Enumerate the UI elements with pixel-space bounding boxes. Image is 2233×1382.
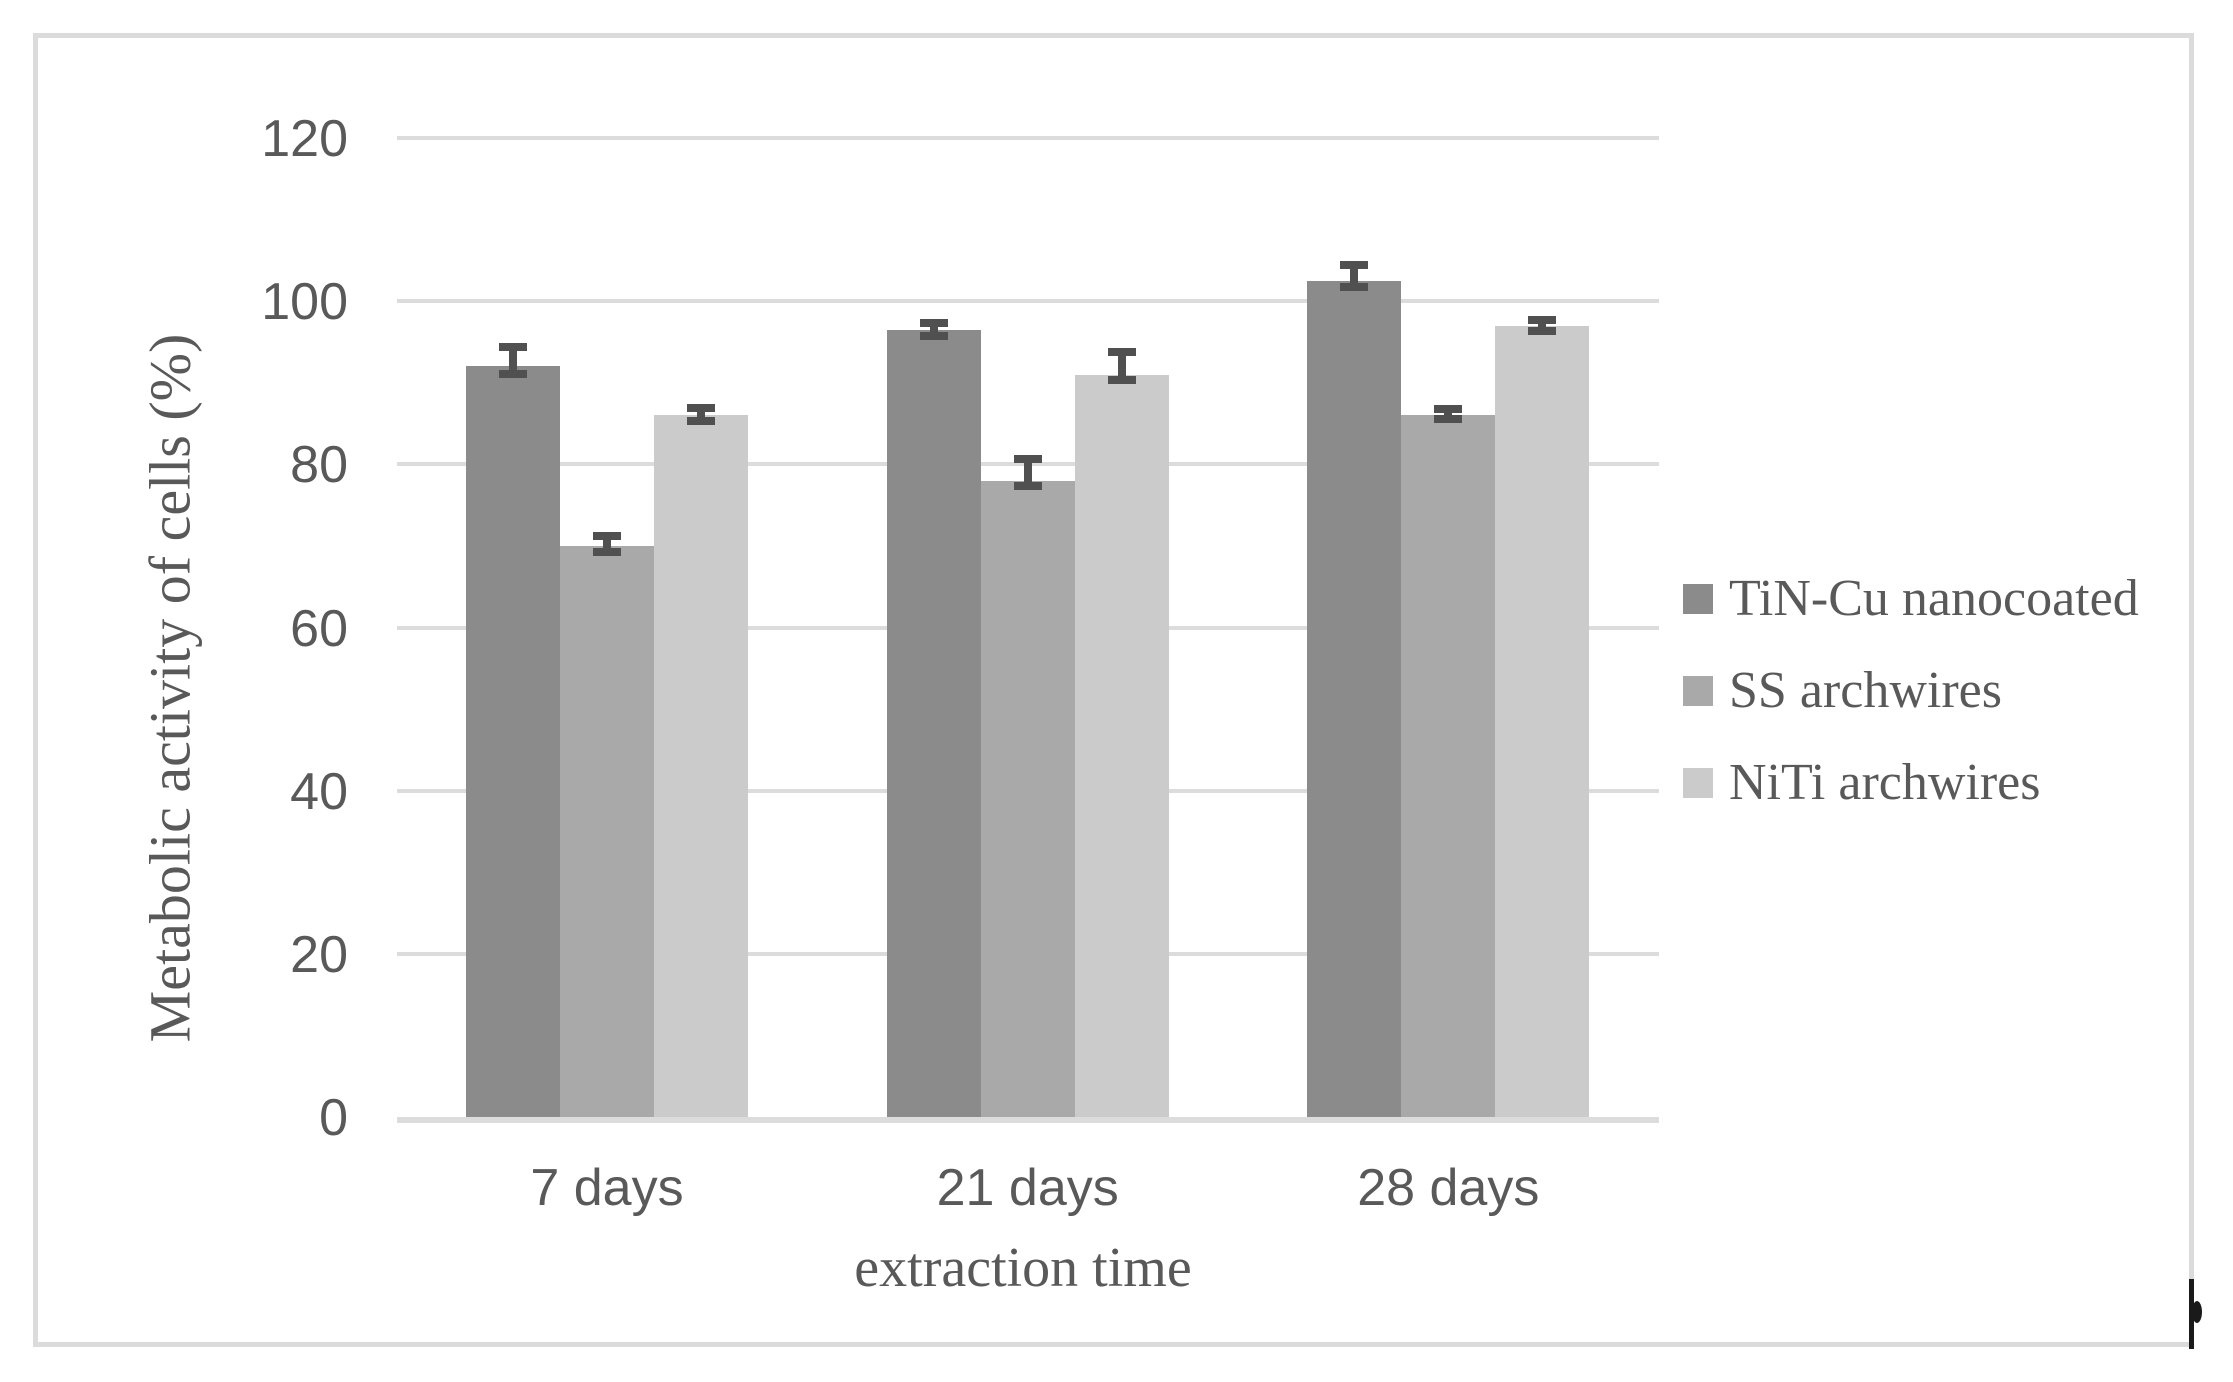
error-bar-stem xyxy=(1350,261,1359,291)
error-bar-cap-bottom xyxy=(1013,482,1042,491)
legend-item-tin-cu: TiN-Cu nanocoated xyxy=(1683,573,2139,625)
y-tick-label-0: 0 xyxy=(319,1089,348,1147)
y-tick-label-120: 120 xyxy=(261,110,348,168)
y-axis-title: Metabolic activity of cells (%) xyxy=(137,333,203,1043)
bar-niti-7days xyxy=(654,415,748,1117)
legend-item-ss: SS archwires xyxy=(1683,665,2002,717)
error-bar-cap-top xyxy=(919,319,948,328)
x-tick-label-28-days: 28 days xyxy=(1357,1159,1540,1217)
error-bar-cap-bottom xyxy=(1434,414,1463,423)
x-axis-line xyxy=(397,1117,1659,1123)
error-bar-cap-top xyxy=(1340,261,1369,270)
bar-ss-21days xyxy=(980,480,1075,1117)
legend-swatch-icon xyxy=(1683,676,1713,706)
error-bar-stem xyxy=(929,319,938,340)
error-bar-cap-top xyxy=(499,342,527,351)
error-bar-cap-bottom xyxy=(1528,326,1557,335)
legend-swatch-icon xyxy=(1683,584,1713,614)
bar-tin-cu-21days xyxy=(886,329,981,1117)
error-bar-stem xyxy=(1117,347,1126,384)
legend-swatch-icon xyxy=(1683,768,1713,798)
legend-label: NiTi archwires xyxy=(1729,754,2041,811)
bar-niti-28days xyxy=(1495,325,1590,1117)
error-bar-cap-top xyxy=(1107,347,1136,356)
bar-tin-cu-28days xyxy=(1307,280,1402,1117)
error-bar-cap-bottom xyxy=(919,331,948,340)
gridline-100 xyxy=(397,299,1659,304)
error-bar-cap-bottom xyxy=(1340,282,1369,291)
error-bar-cap-bottom xyxy=(593,547,621,556)
y-tick-label-80: 80 xyxy=(290,436,348,495)
error-bar-stem xyxy=(697,403,705,426)
y-tick-label-40: 40 xyxy=(290,762,348,821)
y-tick-label-60: 60 xyxy=(290,599,348,658)
bar-ss-28days xyxy=(1401,415,1496,1117)
text-cursor-artifact xyxy=(2189,1279,2194,1349)
error-bar-cap-bottom xyxy=(1107,375,1136,384)
y-tick-label-20: 20 xyxy=(290,925,348,984)
legend-label: SS archwires xyxy=(1729,662,2002,719)
error-bar-stem xyxy=(603,532,611,556)
error-bar-cap-bottom xyxy=(499,369,527,378)
error-bar-cap-bottom xyxy=(687,417,715,426)
legend-label: TiN-Cu nanocoated xyxy=(1729,570,2139,627)
bar-ss-7days xyxy=(560,545,654,1117)
error-bar-stem xyxy=(1538,315,1547,335)
legend-item-niti: NiTi archwires xyxy=(1683,757,2041,809)
x-axis-title: extraction time xyxy=(854,1237,1192,1299)
error-bar-stem xyxy=(1444,404,1453,423)
error-bar-cap-top xyxy=(1013,455,1042,464)
gridline-120 xyxy=(397,136,1659,140)
error-bar-cap-top xyxy=(687,403,715,412)
error-bar-stem xyxy=(1023,455,1032,491)
error-bar-stem xyxy=(509,342,517,378)
bar-tin-cu-7days xyxy=(466,366,560,1117)
error-bar-cap-top xyxy=(1434,404,1463,413)
x-tick-label-7-days: 7 days xyxy=(530,1159,684,1217)
bar-niti-21days xyxy=(1074,374,1169,1117)
y-tick-label-100: 100 xyxy=(261,273,348,332)
error-bar-cap-top xyxy=(593,532,621,541)
anchor-dot-artifact xyxy=(2192,1301,2202,1323)
error-bar-cap-top xyxy=(1528,315,1557,324)
x-tick-label-21-days: 21 days xyxy=(936,1159,1119,1217)
